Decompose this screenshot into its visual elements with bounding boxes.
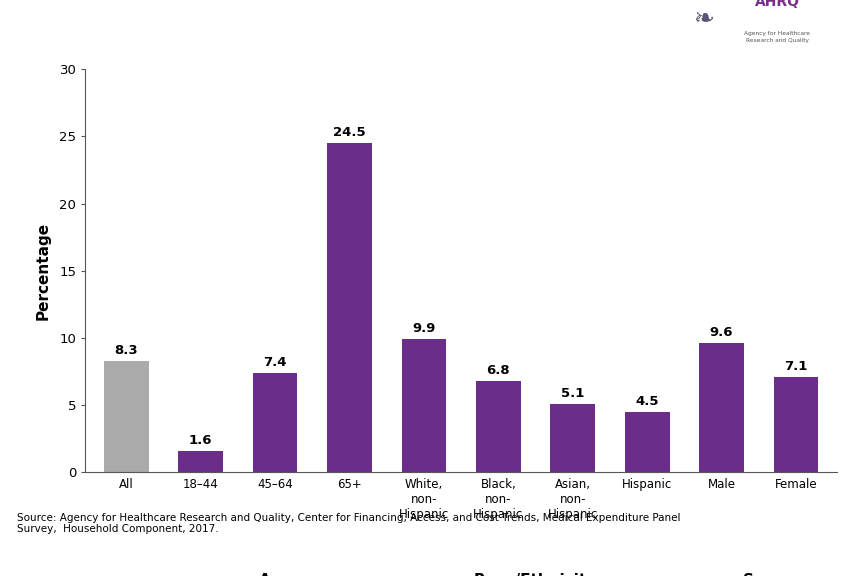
Text: 5.1: 5.1	[560, 386, 583, 400]
Text: 1.6: 1.6	[189, 434, 212, 447]
Bar	[624, 412, 669, 472]
Bar	[252, 373, 297, 472]
Text: Source: Agency for Healthcare Research and Quality, Center for Financing, Access: Source: Agency for Healthcare Research a…	[17, 513, 680, 535]
Text: 7.4: 7.4	[263, 356, 287, 369]
Text: Age: Age	[258, 573, 291, 576]
Text: 9.9: 9.9	[412, 322, 435, 335]
FancyBboxPatch shape	[662, 0, 839, 65]
Bar	[401, 339, 446, 472]
Text: 8.3: 8.3	[114, 344, 138, 357]
Bar	[327, 143, 371, 472]
Text: Sex: Sex	[742, 573, 774, 576]
Bar	[475, 381, 520, 472]
Text: Race/Ethnicity: Race/Ethnicity	[473, 573, 596, 576]
Text: Figure 1. Percentage with expenses for heart disease treatment by: Figure 1. Percentage with expenses for h…	[45, 0, 705, 7]
Bar	[550, 404, 595, 472]
Bar	[773, 377, 817, 472]
Text: AHRQ: AHRQ	[754, 0, 798, 9]
Bar	[104, 361, 148, 472]
Text: ❧: ❧	[693, 7, 713, 31]
Text: 7.1: 7.1	[783, 360, 807, 373]
Text: demographic characteristics: Adults age 18 and older, 2017: demographic characteristics: Adults age …	[83, 32, 668, 50]
Text: 6.8: 6.8	[486, 364, 509, 377]
Text: 9.6: 9.6	[709, 326, 733, 339]
Text: Agency for Healthcare
Research and Quality: Agency for Healthcare Research and Quali…	[743, 31, 809, 43]
Text: 24.5: 24.5	[333, 126, 365, 139]
Text: 4.5: 4.5	[635, 395, 659, 408]
Y-axis label: Percentage: Percentage	[36, 222, 51, 320]
Bar	[178, 451, 223, 472]
Bar	[699, 343, 743, 472]
